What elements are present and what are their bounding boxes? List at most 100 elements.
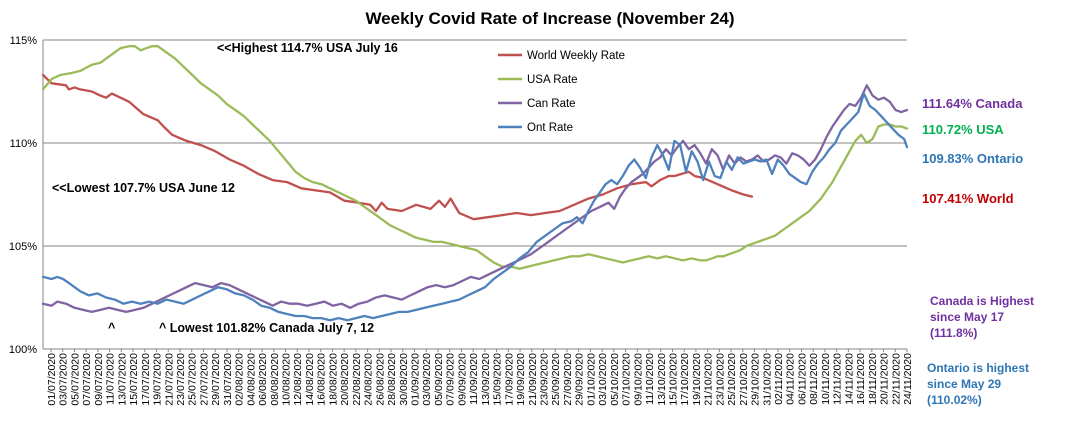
x-tick-label: 25/10/2020 <box>726 353 738 406</box>
x-tick-label: 09/07/2020 <box>93 353 105 406</box>
x-tick-label: 29/07/2020 <box>210 353 222 406</box>
legend-label: World Weekly Rate <box>527 50 625 62</box>
annotation-highest: <<Highest 114.7% USA July 16 <box>217 41 398 55</box>
x-tick-label: 11/07/2020 <box>105 353 117 405</box>
x-tick-label: 11/09/2020 <box>468 353 480 405</box>
x-tick-label: 01/10/2020 <box>585 353 597 406</box>
x-tick-label: 31/07/2020 <box>222 353 234 406</box>
x-tick-label: 04/08/2020 <box>245 353 257 406</box>
canada-note-line: Canada is Highest <box>930 294 1034 308</box>
gridlines <box>42 39 907 350</box>
x-tick-label: 03/10/2020 <box>597 353 609 406</box>
x-tick-label: 09/09/2020 <box>456 353 468 406</box>
x-tick-label: 21/07/2020 <box>163 353 175 406</box>
x-tick-label: 07/09/2020 <box>445 353 457 406</box>
x-tick-label: 21/09/2020 <box>527 353 539 406</box>
x-tick-label: 06/11/2020 <box>796 353 808 405</box>
x-tick-label: 22/08/2020 <box>351 353 363 406</box>
x-tick-label: 21/10/2020 <box>703 353 715 406</box>
series-lines <box>41 45 909 322</box>
x-tick-label: 01/07/2020 <box>46 353 58 406</box>
x-tick-label: 25/09/2020 <box>550 353 562 406</box>
annotation-lowest-usa: <<Lowest 107.7% USA June 12 <box>52 181 235 195</box>
x-tick-label: 24/11/2020 <box>902 353 914 405</box>
x-tick-label: 07/07/2020 <box>81 353 93 406</box>
legend-label: Ont Rate <box>527 122 573 134</box>
x-tick-label: 07/10/2020 <box>621 353 633 406</box>
x-tick-label: 13/07/2020 <box>116 353 128 406</box>
annotation-caret: ^ <box>108 321 116 335</box>
x-tick-label: 15/07/2020 <box>128 353 140 406</box>
x-tick-label: 10/08/2020 <box>281 353 293 406</box>
y-tick-label: 110% <box>10 138 38 150</box>
x-tick-label: 23/10/2020 <box>714 353 726 406</box>
ontario-note-line: (110.02%) <box>927 393 982 407</box>
x-tick-label: 02/08/2020 <box>234 353 246 406</box>
x-tick-label: 13/10/2020 <box>656 353 668 406</box>
canada-note-line: (111.8%) <box>930 326 977 340</box>
x-tick-label: 19/10/2020 <box>691 353 703 406</box>
x-tick-label: 03/07/2020 <box>58 353 70 406</box>
y-tick-label: 105% <box>9 241 37 253</box>
x-tick-label: 16/11/2020 <box>855 353 867 405</box>
x-tick-label: 18/11/2020 <box>867 353 879 405</box>
side-notes: Canada is Highest since May 17 (111.8%) Ont… <box>927 294 1034 407</box>
x-tick-label: 23/09/2020 <box>538 353 550 406</box>
x-tick-label: 23/07/2020 <box>175 353 187 406</box>
x-tick-label: 27/10/2020 <box>738 353 750 406</box>
x-tick-label: 17/09/2020 <box>503 353 515 406</box>
x-tick-label: 29/10/2020 <box>750 353 762 406</box>
legend-label: Can Rate <box>527 98 576 110</box>
x-tick-label: 29/09/2020 <box>574 353 586 406</box>
series-line-can-rate <box>41 84 909 314</box>
x-tick-label: 15/09/2020 <box>492 353 504 406</box>
x-tick-label: 08/11/2020 <box>808 353 820 405</box>
ontario-note-line: Ontario is highest <box>927 361 1029 375</box>
chart-title: Weekly Covid Rate of Increase (November … <box>365 9 734 28</box>
x-tick-label: 11/10/2020 <box>644 353 656 405</box>
series-line-ont-rate <box>41 92 909 322</box>
x-tick-label: 03/09/2020 <box>421 353 433 406</box>
x-tick-label: 04/11/2020 <box>785 353 797 405</box>
y-axis-ticks: 100% 105% 110% 115% <box>9 35 37 356</box>
end-labels: 111.64% Canada 110.72% USA 109.83% Ontario… <box>922 96 1023 206</box>
annotation-lowest-can: ^ Lowest 101.82% Canada July 7, 12 <box>159 321 374 335</box>
x-tick-label: 06/08/2020 <box>257 353 269 406</box>
x-tick-label: 18/08/2020 <box>327 353 339 406</box>
x-tick-label: 30/08/2020 <box>398 353 410 406</box>
x-tick-label: 09/10/2020 <box>632 353 644 406</box>
x-tick-label: 17/07/2020 <box>140 353 152 406</box>
y-tick-label: 115% <box>10 35 38 47</box>
end-label-canada: 111.64% Canada <box>922 96 1023 111</box>
x-tick-label: 05/10/2020 <box>609 353 621 406</box>
end-label-world: 107.41% World <box>922 191 1014 206</box>
annotations: <<Highest 114.7% USA July 16 <<Lowest 107… <box>52 41 398 335</box>
x-tick-label: 16/08/2020 <box>316 353 328 406</box>
end-label-ontario: 109.83% Ontario <box>922 151 1023 166</box>
canada-note-line: since May 17 <box>930 310 1004 324</box>
legend-label: USA Rate <box>527 74 578 86</box>
x-tick-label: 12/08/2020 <box>292 353 304 406</box>
x-tick-label: 02/11/2020 <box>773 353 785 405</box>
x-tick-label: 25/07/2020 <box>187 353 199 406</box>
ontario-note-line: since May 29 <box>927 377 1001 391</box>
x-tick-label: 08/08/2020 <box>269 353 281 406</box>
x-tick-label: 27/09/2020 <box>562 353 574 406</box>
series-line-usa-rate <box>41 45 909 270</box>
x-tick-label: 12/11/2020 <box>832 353 844 405</box>
x-tick-label: 19/07/2020 <box>152 353 164 406</box>
x-tick-label: 20/11/2020 <box>879 353 891 405</box>
x-tick-label: 14/08/2020 <box>304 353 316 406</box>
x-tick-label: 05/09/2020 <box>433 353 445 406</box>
x-tick-label: 20/08/2020 <box>339 353 351 406</box>
x-tick-label: 01/09/2020 <box>410 353 422 406</box>
series-line-world-weekly-rate <box>41 73 754 221</box>
x-tick-label: 14/11/2020 <box>843 353 855 405</box>
x-tick-label: 27/07/2020 <box>198 353 210 406</box>
x-tick-label: 15/10/2020 <box>667 353 679 406</box>
legend: World Weekly Rate USA Rate Can Rate Ont Rat… <box>498 50 625 134</box>
y-tick-label: 100% <box>9 344 37 356</box>
end-label-usa: 110.72% USA <box>922 122 1004 137</box>
